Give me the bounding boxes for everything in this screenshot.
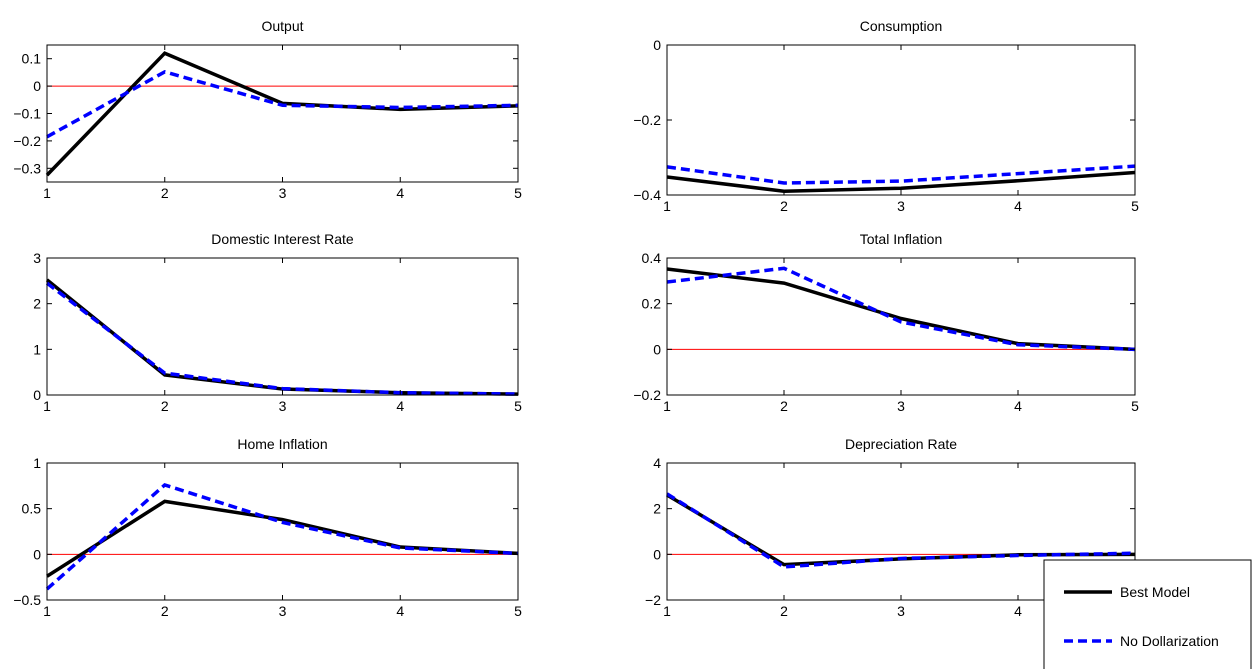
home-inflation-xtick-label: 3 <box>279 603 287 619</box>
output-title: Output <box>261 18 303 34</box>
domestic-interest-rate-ytick-label: 0 <box>33 387 41 403</box>
output-ytick-label: −0.1 <box>13 106 41 122</box>
legend: Best Model No Dollarization <box>1044 560 1251 669</box>
home-inflation-ytick-label: 1 <box>33 455 41 471</box>
panel-total-inflation: Total Inflation 1 2 3 4 5 0.4 0.2 0 −0.2 <box>633 231 1139 414</box>
total-inflation-xtick-label: 1 <box>663 398 671 414</box>
total-inflation-xtick-label: 3 <box>897 398 905 414</box>
depreciation-rate-xtick-label: 3 <box>897 603 905 619</box>
legend-label-best-model: Best Model <box>1120 584 1190 600</box>
total-inflation-ytick-label: −0.2 <box>633 387 661 403</box>
domestic-interest-rate-xtick-label: 1 <box>43 398 51 414</box>
consumption-xtick-label: 4 <box>1014 198 1022 214</box>
home-inflation-ytick-label: 0.5 <box>22 501 42 517</box>
domestic-interest-rate-xtick-label: 2 <box>161 398 169 414</box>
home-inflation-ytick-label: −0.5 <box>13 592 41 608</box>
depreciation-rate-xtick-label: 4 <box>1014 603 1022 619</box>
domestic-interest-rate-ytick-label: 2 <box>33 296 41 312</box>
consumption-xtick-label: 2 <box>780 198 788 214</box>
consumption-ytick-label: −0.4 <box>633 187 661 203</box>
consumption-xtick-label: 5 <box>1131 198 1139 214</box>
legend-box <box>1044 560 1251 669</box>
output-ytick-label: 0.1 <box>22 51 42 67</box>
depreciation-rate-ytick-label: 2 <box>653 501 661 517</box>
home-inflation-ytick-label: 0 <box>33 546 41 562</box>
consumption-ytick-label: −0.2 <box>633 112 661 128</box>
home-inflation-series-best-model <box>47 501 518 576</box>
total-inflation-ytick-label: 0.2 <box>642 296 662 312</box>
depreciation-rate-title: Depreciation Rate <box>845 436 957 452</box>
total-inflation-xtick-label: 5 <box>1131 398 1139 414</box>
consumption-ytick-label: 0 <box>653 37 661 53</box>
total-inflation-series-no-dollarization <box>667 268 1135 349</box>
depreciation-rate-xtick-label: 2 <box>780 603 788 619</box>
domestic-interest-rate-series-no-dollarization <box>47 283 518 394</box>
output-ytick-label: −0.3 <box>13 160 41 176</box>
output-xtick-label: 4 <box>396 185 404 201</box>
domestic-interest-rate-xtick-label: 5 <box>514 398 522 414</box>
output-xtick-label: 3 <box>279 185 287 201</box>
depreciation-rate-ytick-label: 0 <box>653 546 661 562</box>
total-inflation-ytick-label: 0 <box>653 341 661 357</box>
home-inflation-title: Home Inflation <box>237 436 327 452</box>
home-inflation-xtick-label: 2 <box>161 603 169 619</box>
depreciation-rate-ytick-label: 4 <box>653 455 661 471</box>
consumption-xtick-label: 1 <box>663 198 671 214</box>
consumption-axes-frame <box>667 45 1135 195</box>
domestic-interest-rate-ytick-label: 1 <box>33 341 41 357</box>
total-inflation-ytick-label: 0.4 <box>642 250 662 266</box>
output-ytick-label: 0 <box>33 78 41 94</box>
output-series-best-model <box>47 53 518 175</box>
total-inflation-series-best-model <box>667 269 1135 349</box>
consumption-title: Consumption <box>860 18 943 34</box>
output-xtick-label: 5 <box>514 185 522 201</box>
panel-output: Output 1 2 3 4 5 0.1 0 −0.1 −0.2 −0.3 <box>13 18 522 201</box>
panel-consumption: Consumption 1 2 3 4 5 0 −0.2 −0.4 <box>633 18 1139 214</box>
domestic-interest-rate-title: Domestic Interest Rate <box>211 231 354 247</box>
domestic-interest-rate-xtick-label: 4 <box>396 398 404 414</box>
home-inflation-series-no-dollarization <box>47 485 518 589</box>
total-inflation-xtick-label: 2 <box>780 398 788 414</box>
legend-label-no-dollarization: No Dollarization <box>1120 633 1219 649</box>
home-inflation-xtick-label: 5 <box>514 603 522 619</box>
total-inflation-xtick-label: 4 <box>1014 398 1022 414</box>
output-ytick-label: −0.2 <box>13 133 41 149</box>
depreciation-rate-xtick-label: 1 <box>663 603 671 619</box>
output-axes-frame <box>47 45 518 182</box>
consumption-series-no-dollarization <box>667 166 1135 183</box>
consumption-xtick-label: 3 <box>897 198 905 214</box>
home-inflation-xtick-label: 1 <box>43 603 51 619</box>
output-xtick-label: 1 <box>43 185 51 201</box>
home-inflation-xtick-label: 4 <box>396 603 404 619</box>
output-xtick-label: 2 <box>161 185 169 201</box>
domestic-interest-rate-xtick-label: 3 <box>279 398 287 414</box>
panel-home-inflation: Home Inflation 1 2 3 4 5 1 0.5 0 −0.5 <box>13 436 522 619</box>
subplot-grid: Output 1 2 3 4 5 0.1 0 −0.1 −0.2 −0.3 Consumption 1 2… <box>13 18 1139 619</box>
domestic-interest-rate-ytick-label: 3 <box>33 250 41 266</box>
depreciation-rate-ytick-label: −2 <box>645 592 661 608</box>
total-inflation-title: Total Inflation <box>860 231 943 247</box>
domestic-interest-rate-axes-frame <box>47 258 518 395</box>
